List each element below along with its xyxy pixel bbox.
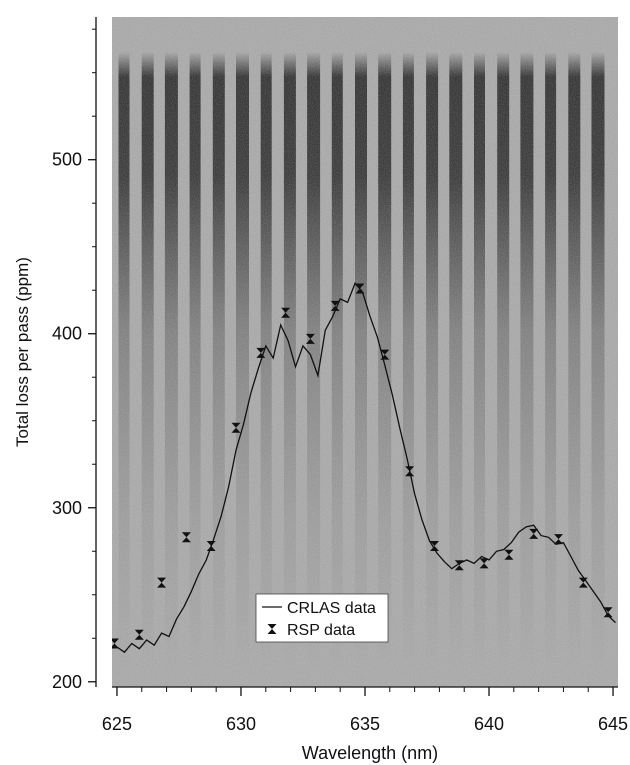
x-tick-label: 640 (474, 714, 504, 734)
x-tick-label: 630 (226, 714, 256, 734)
legend: CRLAS data RSP data (255, 593, 389, 643)
rsp-data-point (134, 629, 144, 640)
rsp-data-point (305, 333, 315, 344)
legend-crlas-label: CRLAS data (287, 600, 376, 617)
rsp-data-point (157, 577, 167, 588)
legend-marker-swatch (267, 624, 277, 634)
rsp-data-point (578, 577, 588, 588)
rsp-data-point (380, 349, 390, 360)
y-axis-ticks: 200 300 400 500 (52, 28, 96, 692)
rsp-data-point (405, 466, 415, 477)
rsp-data-point (603, 607, 613, 618)
y-tick-label: 500 (52, 150, 82, 170)
rsp-data-point (256, 347, 266, 358)
x-tick-label: 625 (102, 714, 132, 734)
rsp-data-point (231, 422, 241, 433)
rsp-data-point (430, 541, 439, 551)
rsp-data-point (112, 638, 119, 649)
x-axis-label: Wavelength (nm) (302, 743, 438, 763)
rsp-data-point (554, 534, 563, 545)
x-tick-label: 635 (350, 714, 380, 734)
rsp-data-point (479, 558, 489, 569)
x-axis-ticks: 625 630 635 640 645 (102, 687, 628, 734)
rsp-data-point (206, 541, 216, 551)
rsp-data-point (504, 549, 514, 560)
rsp-data-point (281, 307, 291, 318)
y-tick-label: 200 (52, 672, 82, 692)
y-axis-label: Total loss per pass (ppm) (13, 257, 32, 447)
rsp-data-point (355, 283, 365, 294)
rsp-data-point (330, 300, 340, 311)
rsp-data-point (529, 528, 539, 539)
legend-box (255, 593, 389, 643)
rsp-data-markers (112, 283, 613, 649)
y-tick-label: 300 (52, 498, 82, 518)
spectrum-photograph-background (112, 17, 618, 687)
crlas-data-line (116, 282, 616, 654)
x-tick-label: 645 (598, 714, 628, 734)
y-tick-label: 400 (52, 324, 82, 344)
rsp-data-point (181, 532, 191, 543)
legend-rsp-label: RSP data (287, 622, 355, 639)
rsp-data-point (454, 560, 464, 571)
